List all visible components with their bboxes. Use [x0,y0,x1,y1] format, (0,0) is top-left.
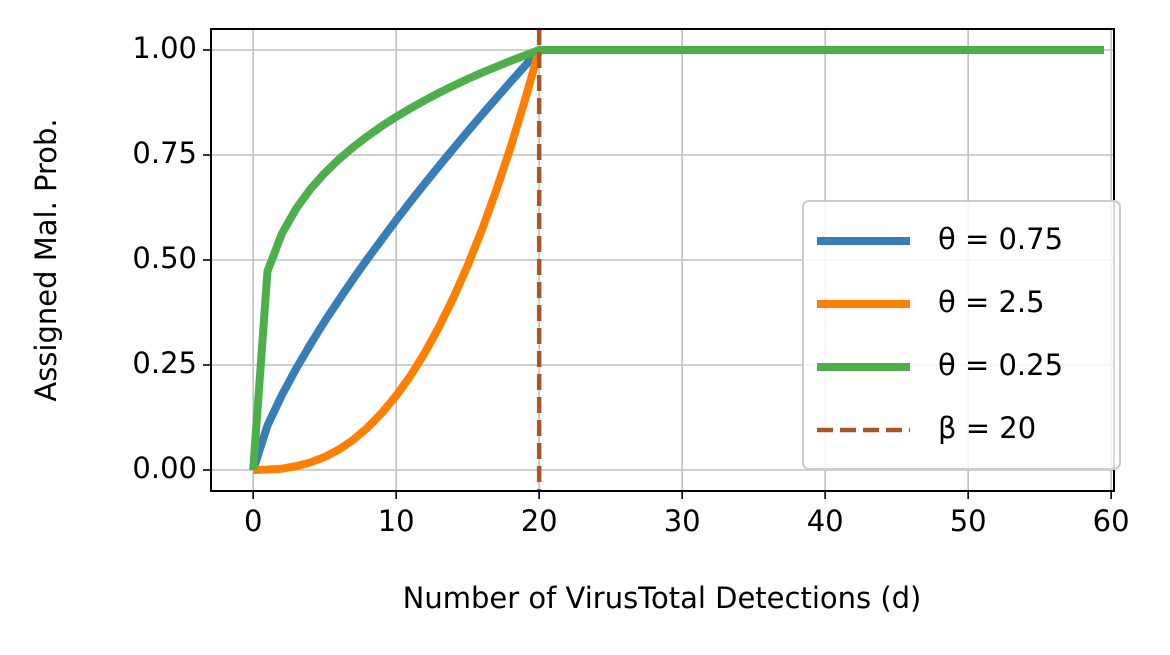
legend-label: β = 20 [938,411,1036,445]
x-tick-label: 20 [521,504,558,538]
series-line [253,46,1104,474]
y-tick-label: 0.50 [132,241,197,275]
legend-box [802,200,1121,470]
x-tick-label: 0 [244,504,262,538]
series-line [249,46,1104,471]
x-tick-label: 10 [378,504,415,538]
legend-label: θ = 0.25 [938,348,1063,382]
y-axis-label: Assigned Mal. Prob. [29,118,63,401]
x-tick-label: 50 [950,504,987,538]
legend-label: θ = 0.75 [938,222,1063,256]
y-tick-label: 0.25 [132,346,197,380]
y-tick-label: 0.75 [132,136,197,170]
legend: θ = 0.75 θ = 2.5 θ = 0.25 β = 20 [802,200,1121,470]
x-tick-label: 40 [807,504,844,538]
x-tick-label: 60 [1093,504,1130,538]
series-line [249,46,1104,472]
y-tick-label: 0.00 [132,451,197,485]
y-tick-label: 1.00 [132,31,197,65]
legend-label: θ = 2.5 [938,285,1045,319]
x-tick-label: 30 [664,504,701,538]
x-axis-label: Number of VirusTotal Detections (d) [403,581,922,615]
